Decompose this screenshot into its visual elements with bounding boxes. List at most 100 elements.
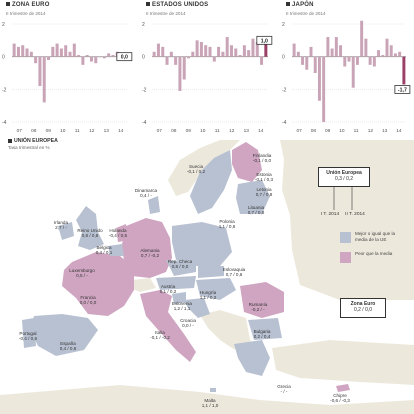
bar [25, 48, 29, 57]
bar [385, 38, 389, 57]
bar [38, 56, 42, 87]
country-greece [234, 340, 270, 376]
x-tick-label: 10 [60, 128, 66, 134]
country-uk [76, 206, 104, 250]
country-label: Chipre -0,6 / -0,3 [330, 393, 350, 403]
x-tick-label: 09 [325, 128, 331, 134]
country-label: Suecia -0,1 / 0,2 [187, 164, 205, 174]
callout-box [394, 85, 411, 94]
bar [102, 56, 106, 59]
country-value: -0,4 / 0,5 [108, 233, 128, 239]
country-label: Grecia - / - [277, 384, 291, 394]
country-name: Polonia [219, 219, 235, 224]
land-switzerland [130, 278, 156, 292]
bar [59, 48, 63, 57]
chart-subtitle: II trimestre de 2014 [6, 11, 46, 16]
y-tick-label: 0 [142, 55, 145, 61]
bar [169, 51, 173, 57]
country-value: -0,1 / 0,3 [254, 177, 274, 183]
x-tick-label: 13 [244, 128, 250, 134]
country-value: -0,1 / -0,2 [150, 335, 170, 341]
bar [217, 46, 221, 57]
country-name: Dinamarca [134, 188, 158, 193]
country-label: Italia -0,1 / -0,2 [150, 330, 170, 340]
callout-value: 1,0 [261, 38, 268, 44]
bar [255, 41, 259, 57]
bar [317, 56, 321, 101]
country-italy [140, 290, 196, 362]
chart-title: ESTADOS UNIDOS [146, 2, 208, 8]
callout-value: -1,7 [398, 87, 407, 93]
country-label: Eslovenia 1,2 / 1,1 [172, 301, 192, 311]
country-netherlands [116, 224, 128, 242]
country-name: Grecia [277, 384, 291, 389]
country-value: -0,6 / -0,3 [330, 398, 350, 404]
country-austria [156, 276, 196, 290]
country-label: Finlandia -0,1 / 0,0 [253, 153, 272, 163]
bar [339, 45, 343, 57]
country-value: 1,1 / 0,6 [218, 224, 236, 230]
country-value: -0,4 / 0,6 [18, 336, 38, 342]
bar [21, 45, 25, 57]
bar [389, 45, 393, 57]
country-value: 0,7 / -0,2 [140, 253, 160, 259]
x-tick-label: 14 [118, 128, 124, 134]
bar [29, 51, 33, 57]
y-tick-label: 2 [142, 22, 145, 28]
bar [152, 51, 156, 57]
country-bulgaria [248, 318, 282, 340]
country-name: Estonia [256, 172, 272, 177]
bar [98, 56, 102, 58]
country-portugal [22, 318, 36, 348]
land-russia-east [280, 140, 414, 300]
bar [247, 50, 251, 57]
country-label: Rep. Checa 0,8 / 0,0 [168, 259, 192, 269]
chart-panel-zona-euro: ZONA EURO II trimestre de 2014 2 0 -2 -4 0,0… [0, 0, 136, 135]
bar [402, 56, 406, 85]
country-value: 0,0 / 0,0 [79, 300, 97, 306]
x-tick-label: 07 [296, 128, 302, 134]
chart-title: JAPÓN [286, 2, 314, 8]
bar [195, 40, 199, 57]
country-value: 1,1 / 1,0 [201, 403, 219, 409]
bar [296, 51, 300, 57]
x-tick-label: 08 [311, 128, 317, 134]
bar [238, 55, 242, 57]
country-name: Irlanda [53, 220, 69, 225]
y-tick-label: -4 [2, 120, 7, 126]
bar-chart-estados-unidos: 2 0 -2 -4 1,0 07 08 09 10 11 12 13 14 [142, 22, 273, 134]
x-tick-label: 12 [368, 128, 374, 134]
bar [381, 55, 385, 57]
y-tick-label: 0 [2, 55, 5, 61]
chart-panel-japon: JAPÓN II trimestre de 2014 2 0 -2 -4 -1,7 07 0… [280, 0, 414, 135]
bar [42, 56, 46, 103]
country-label: Lituania 0,7 / 0,8 [248, 205, 265, 215]
x-tick-label: 14 [396, 128, 402, 134]
country-poland [172, 222, 232, 266]
chart-panel-estados-unidos: ESTADOS UNIDOS II trimestre de 2014 2 0 -2… [140, 0, 276, 135]
bar [221, 51, 225, 57]
x-tick-label: 11 [215, 128, 220, 134]
country-name: Hungría [199, 290, 217, 295]
bar [364, 38, 368, 57]
bar [187, 56, 191, 59]
country-value: -0,1 / 0,2 [186, 169, 206, 175]
country-slovenia [172, 292, 186, 304]
country-value: 0,7 / 0,6 [225, 272, 243, 278]
bar [161, 46, 165, 57]
bar [64, 45, 68, 57]
bar [178, 56, 182, 91]
country-value: 0,8 / 0,0 [171, 264, 189, 270]
country-value: 0,0 / - [182, 323, 194, 329]
bar [156, 43, 160, 57]
country-germany [122, 218, 172, 278]
x-tick-label: 12 [89, 128, 95, 134]
x-tick-label: 10 [200, 128, 206, 134]
country-label: Irlanda 2,7 / - [54, 220, 68, 230]
country-sweden [190, 150, 232, 214]
y-tick-label: -4 [142, 120, 147, 126]
country-value: 1,1 / 0,2 [199, 295, 217, 301]
map-title: UNIÓN EUROPEA [8, 138, 58, 144]
bar [305, 56, 309, 70]
country-value: 0,1 / 0,2 [159, 289, 177, 295]
